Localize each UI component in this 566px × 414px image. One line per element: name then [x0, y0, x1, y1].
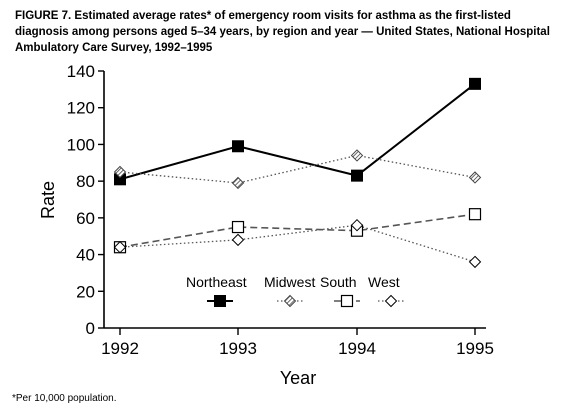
y-axis-title: Rate — [38, 181, 58, 219]
data-point-midwest — [468, 171, 482, 184]
footnote: *Per 10,000 population. — [12, 393, 117, 404]
series-line-west — [119, 224, 476, 263]
y-tick-label: 120 — [67, 99, 95, 118]
figure-caption: FIGURE 7. Estimated average rates* of em… — [15, 10, 550, 54]
data-point-midwest — [350, 149, 364, 162]
y-tick-label: 40 — [76, 246, 95, 265]
x-tick-label: 1994 — [338, 339, 376, 358]
y-tick-label: 80 — [76, 172, 95, 191]
legend-label-west: West — [368, 274, 400, 290]
data-point-west — [350, 218, 364, 232]
legend-marker-midwest — [283, 294, 297, 308]
data-point-west — [231, 233, 245, 247]
data-point-midwest — [113, 165, 127, 179]
x-axis-title: Year — [280, 368, 316, 388]
data-point-south — [468, 208, 482, 221]
y-tick-label: 140 — [67, 62, 95, 81]
series-lines — [119, 83, 476, 263]
legend-label-midwest: Midwest — [264, 274, 315, 290]
x-tick-label: 1993 — [219, 339, 257, 358]
series-line-south — [119, 213, 476, 249]
legend-label-northeast: Northeast — [186, 274, 247, 290]
legend-marker-west — [384, 294, 398, 308]
series-markers — [113, 77, 482, 269]
y-tick-label: 0 — [86, 319, 95, 338]
x-tick-label: 1992 — [101, 339, 139, 358]
y-tick-label: 20 — [76, 282, 95, 301]
series-line-midwest — [119, 154, 476, 184]
series-line-northeast — [119, 83, 476, 181]
x-tick-label: 1995 — [456, 339, 494, 358]
legend: Northeast Midwest South West — [186, 274, 404, 308]
legend-label-south: South — [320, 274, 357, 290]
data-point-south — [231, 220, 245, 234]
data-point-northeast — [469, 77, 481, 90]
data-point-northeast — [232, 140, 244, 153]
y-tick-label: 60 — [76, 209, 95, 228]
axes: 0 20 40 60 80 100 120 140 1992 1993 1994 1995 Year Ra… — [38, 62, 494, 388]
data-point-midwest — [231, 176, 245, 190]
data-point-northeast — [351, 169, 363, 182]
legend-marker-south — [340, 294, 354, 308]
legend-marker-northeast — [214, 295, 226, 307]
data-point-west — [468, 255, 482, 269]
y-tick-label: 100 — [67, 135, 95, 154]
data-point-west — [113, 241, 127, 254]
